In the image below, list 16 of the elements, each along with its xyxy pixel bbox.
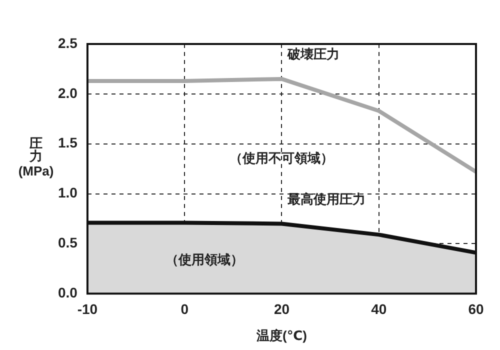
x-tick-label: 40	[371, 300, 387, 317]
x-tick-label: -10	[77, 300, 98, 317]
x-tick-label: 60	[468, 300, 484, 317]
y-tick-label: 1.5	[58, 134, 78, 151]
annotation: （使用不可領域）	[230, 150, 334, 166]
y-tick-label: 1.0	[58, 184, 78, 201]
y-axis-title: 圧力(MPa)	[18, 135, 54, 178]
y-tick-label: 2.5	[58, 34, 78, 51]
y-tick-label: 0.5	[58, 234, 78, 251]
annotation: （使用領域）	[166, 252, 244, 268]
x-axis-title: 温度(℃)	[256, 328, 307, 343]
y-tick-label: 2.0	[58, 84, 78, 101]
x-tick-label: 20	[274, 300, 290, 317]
x-tick-label: 0	[180, 300, 189, 317]
series-label: 破壊圧力	[286, 46, 340, 62]
y-tick-label: 0.0	[58, 284, 78, 300]
